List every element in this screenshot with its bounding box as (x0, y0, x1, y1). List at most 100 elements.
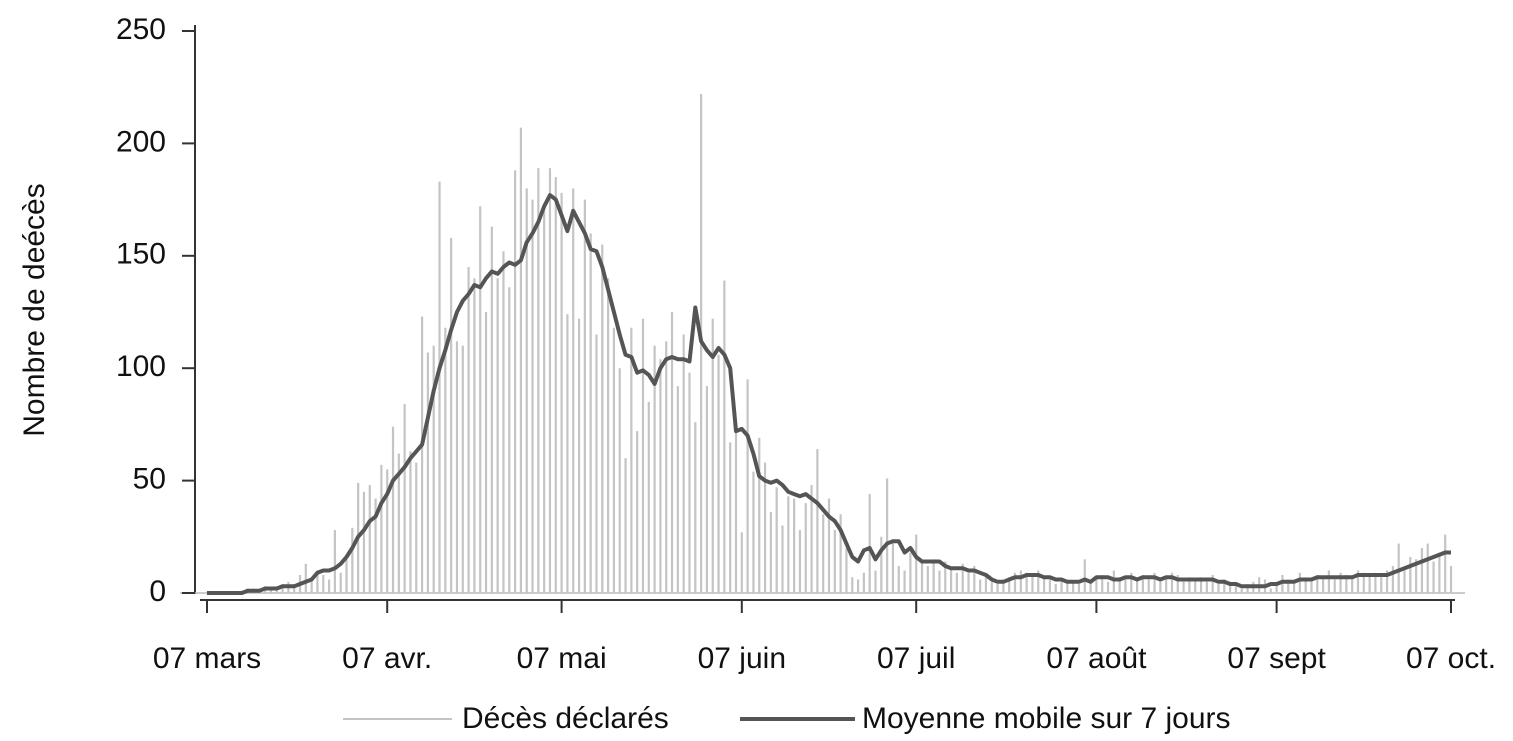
bar (752, 471, 755, 593)
y-tick-label: 250 (116, 13, 166, 46)
bar (1362, 572, 1365, 593)
bar (473, 278, 476, 593)
bar (612, 327, 616, 593)
bar (1304, 579, 1307, 593)
bar (1002, 579, 1005, 593)
bar (1240, 588, 1243, 593)
bar (1374, 572, 1377, 593)
bar (339, 572, 342, 593)
bar (1403, 570, 1406, 593)
bar (415, 462, 418, 593)
bar (967, 572, 970, 593)
bar (1385, 570, 1389, 593)
legend-label: Décès déclarés (462, 702, 669, 735)
bar (955, 572, 958, 593)
bar (793, 498, 796, 593)
bar (711, 318, 714, 593)
y-tick-label: 100 (116, 350, 166, 383)
bar (1042, 577, 1046, 593)
bar (601, 244, 604, 593)
bar (845, 548, 848, 593)
bar (1339, 572, 1342, 593)
bar (1444, 534, 1447, 593)
bar (479, 206, 482, 593)
bar (537, 168, 540, 594)
bar (368, 485, 371, 593)
bar (432, 345, 435, 593)
bar (1345, 575, 1348, 593)
bar (833, 530, 836, 593)
bar (862, 572, 865, 593)
y-axis-label: Nombre de deécès (18, 183, 51, 436)
bar (1205, 581, 1208, 593)
bar (1368, 575, 1371, 593)
bar (502, 251, 505, 593)
bar (979, 579, 982, 593)
x-tick-label: 07 juin (698, 642, 786, 675)
bar (467, 267, 470, 593)
bar (531, 199, 534, 593)
y-tick-label: 150 (116, 238, 166, 271)
bar (688, 372, 691, 593)
bar (1333, 579, 1336, 593)
bar (1298, 572, 1301, 593)
bar (1060, 581, 1063, 593)
bar (880, 536, 883, 593)
bar (920, 561, 924, 593)
bar (548, 168, 552, 594)
x-tick-label: 07 avr. (342, 642, 432, 675)
bar (1322, 577, 1325, 593)
bar (543, 210, 546, 593)
bar (1013, 572, 1017, 593)
bar (1106, 581, 1110, 593)
bar (746, 379, 749, 593)
bar (973, 566, 976, 593)
bar (316, 570, 319, 593)
bar (682, 334, 685, 593)
x-tick-label: 07 oct. (1406, 642, 1496, 675)
bar (560, 192, 563, 593)
bar (589, 233, 592, 593)
bar (1176, 575, 1179, 593)
bar (1019, 570, 1022, 593)
bar (391, 426, 395, 593)
bar (984, 575, 988, 593)
line (207, 193, 1451, 595)
x-tick-label: 07 août (1046, 642, 1147, 675)
x-tick-label: 07 juil (877, 642, 955, 675)
bar (1066, 579, 1069, 593)
bar (717, 354, 720, 593)
bar (827, 498, 831, 593)
bar (525, 188, 528, 594)
bar (455, 341, 459, 593)
bar (1112, 570, 1115, 593)
bar (653, 345, 656, 593)
bar (775, 487, 778, 593)
bar (868, 494, 871, 593)
bar (932, 559, 935, 593)
bar (822, 514, 825, 593)
bar (856, 579, 860, 593)
bar (810, 485, 813, 593)
bar (351, 527, 354, 593)
bar (874, 570, 877, 593)
bar (269, 588, 273, 593)
bar (1130, 572, 1133, 593)
bar (374, 498, 377, 593)
bar (1141, 575, 1145, 593)
bar (1188, 577, 1191, 593)
bar (915, 534, 918, 593)
bar (665, 341, 668, 593)
bar (659, 359, 662, 593)
bar (769, 512, 772, 593)
bar (1153, 572, 1156, 593)
bar (386, 469, 389, 593)
bar (508, 287, 511, 593)
bar (1101, 575, 1104, 593)
bar (804, 503, 807, 593)
bar (996, 584, 999, 593)
bar (1089, 579, 1092, 593)
bar (1031, 575, 1034, 593)
bar (1182, 581, 1185, 593)
bar (1269, 588, 1272, 593)
